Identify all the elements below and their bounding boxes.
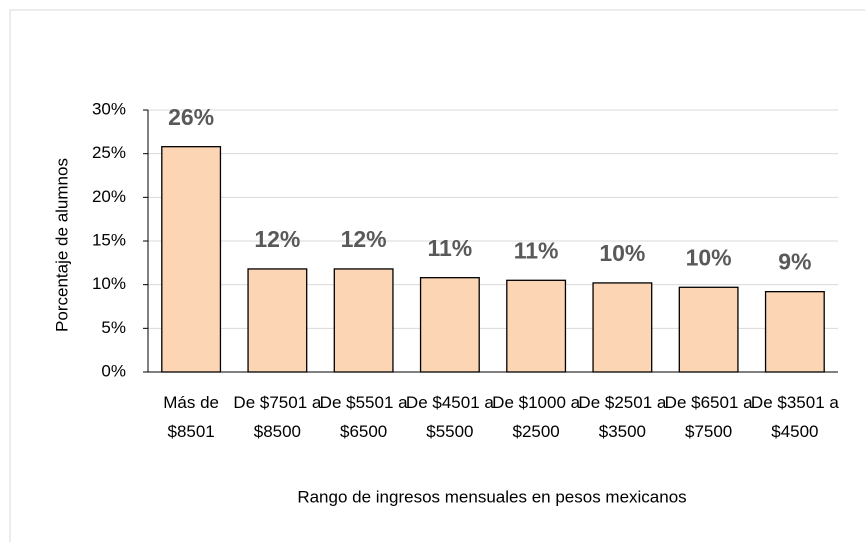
x-tick-label: De $1000 a $2500 [492, 393, 581, 441]
y-tick-label: 30% [92, 99, 126, 118]
data-label: 10% [599, 240, 645, 266]
x-tick-label: Más de $8501 [163, 393, 219, 441]
x-tick-label: De $3501 a $4500 [750, 393, 839, 441]
data-label: 11% [427, 235, 472, 261]
x-tick-label: De $5501 a $6500 [319, 393, 408, 441]
bar [419, 277, 480, 373]
x-tick-label: De $2501 a $3500 [578, 393, 667, 441]
bar [333, 268, 394, 373]
y-tick-label: 25% [92, 143, 126, 162]
y-axis-title: Porcentaje de alumnos [52, 158, 71, 332]
y-tick-label: 10% [92, 274, 126, 293]
x-axis-title: Rango de ingresos mensuales en pesos mex… [297, 487, 686, 506]
data-label: 12% [341, 226, 387, 252]
x-tick-label: De $4501 a $5500 [405, 393, 494, 441]
bar [764, 291, 825, 373]
data-label: 12% [254, 226, 300, 252]
y-tick-label: 15% [92, 230, 126, 249]
y-tick-label: 5% [101, 318, 126, 337]
data-label: 11% [514, 237, 559, 263]
x-tick-label: De $7501 a $8500 [233, 393, 322, 441]
bar [678, 286, 739, 373]
bar [592, 282, 653, 373]
bar [161, 146, 222, 373]
data-label: 26% [168, 104, 214, 130]
y-tick-label: 0% [101, 361, 126, 380]
bar [247, 268, 308, 373]
y-tick-label: 20% [92, 187, 126, 206]
bar [506, 279, 567, 373]
data-label: 9% [778, 249, 811, 275]
data-label: 10% [686, 244, 732, 270]
chart-border [9, 9, 865, 542]
x-tick-label: De $6501 a $7500 [664, 393, 753, 441]
